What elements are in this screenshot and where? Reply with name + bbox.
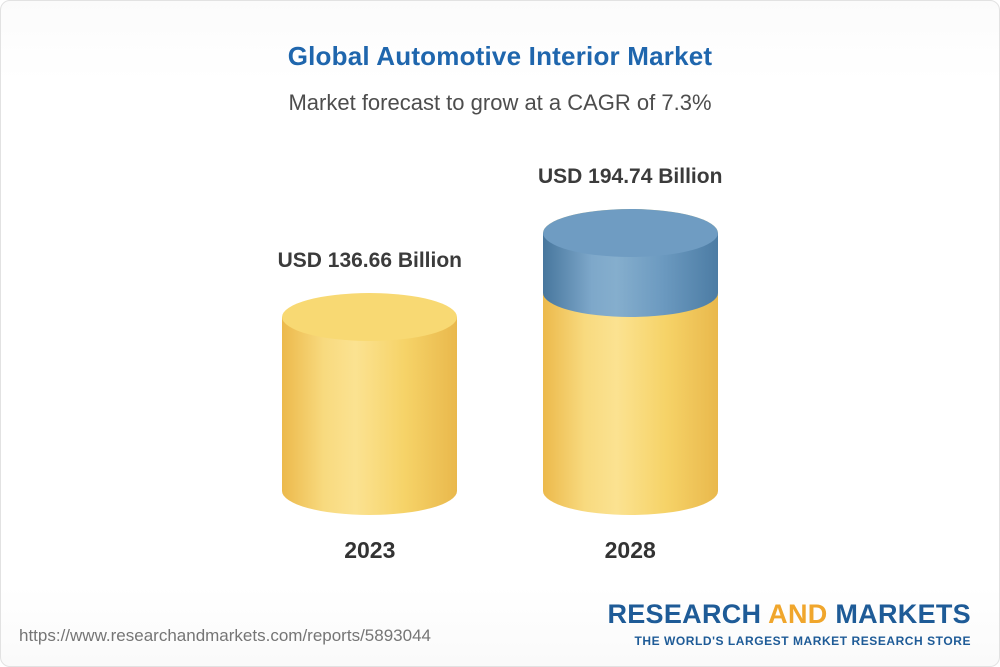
chart-subtitle: Market forecast to grow at a CAGR of 7.3… [288,90,712,115]
logo-word-research: RESEARCH [607,599,762,629]
value-label-2023: USD 136.66 Billion [277,248,462,272]
chart-header: Global Automotive Interior Market Market… [1,41,999,116]
bar-2028: USD 194.74 Billion 2028 [538,165,722,564]
cylinder-top-ellipse-2023 [282,292,458,341]
growth-segment-2028 [542,208,718,317]
category-label-2028: 2028 [604,537,656,563]
cylinder-2023 [282,292,458,515]
bar-chart: USD 136.66 Billion 2023 USD 194.74 Billi… [1,165,999,564]
report-url[interactable]: https://www.researchandmarkets.com/repor… [19,626,431,645]
research-and-markets-logo: RESEARCH AND MARKETS THE WORLD'S LARGEST… [607,599,971,648]
logo-word-and: AND [768,599,828,629]
cylinder-2028 [542,208,718,515]
growth-segment-top-ellipse [542,208,718,257]
value-label-2028: USD 194.74 Billion [538,164,723,188]
chart-title: Global Automotive Interior Market [287,41,713,71]
category-label-2023: 2023 [344,537,396,563]
bar-2023: USD 136.66 Billion 2023 [278,249,462,564]
logo-word-markets: MARKETS [835,599,971,629]
logo-tagline: THE WORLD'S LARGEST MARKET RESEARCH STOR… [634,634,971,648]
cylinder-body-2023 [282,316,458,515]
logo-wordmark: RESEARCH AND MARKETS [607,599,971,630]
